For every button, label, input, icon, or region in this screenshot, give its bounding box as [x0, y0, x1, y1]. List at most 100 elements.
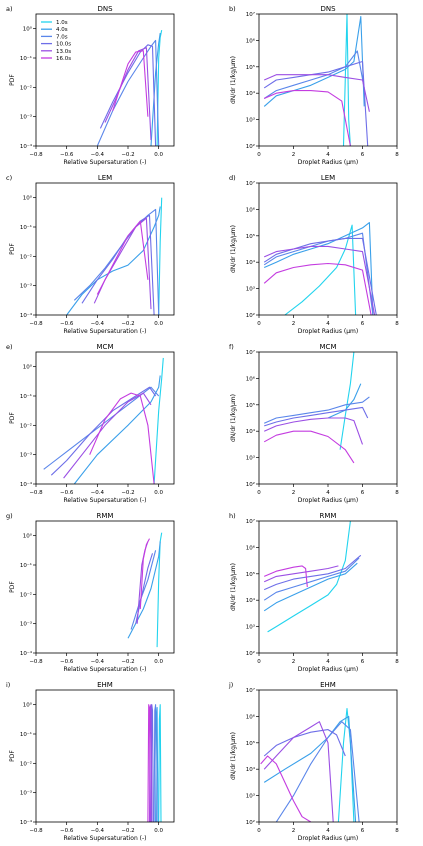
panel-i: −0.8 −0.6 −0.4 −0.2 0.0 10⁻⁴ 10⁻³ 10⁻² 10⁻¹ 10⁰ EH…	[6, 681, 175, 842]
y-tick-label: 10⁻¹	[20, 224, 32, 231]
y-tick-label: 10⁻³	[20, 452, 32, 459]
y-tick-label: 10³	[246, 624, 255, 631]
series-line-13.0s	[263, 245, 376, 315]
series-line-10.0s	[263, 554, 362, 591]
y-axis-label: PDF	[9, 750, 16, 762]
x-tick-label: 2	[292, 152, 296, 158]
x-axis-label: Droplet Radius (μm)	[298, 497, 358, 504]
series-line-10.0s	[263, 60, 369, 146]
series-group	[147, 704, 162, 822]
y-tick-label: 10⁻³	[20, 114, 32, 121]
series-line-7.0s	[43, 386, 160, 470]
legend-entry: 10.0s	[56, 42, 71, 48]
y-tick-label: 10⁻¹	[20, 55, 32, 62]
y-tick-label: 10⁻⁴	[20, 312, 33, 319]
axes-frame	[35, 689, 175, 823]
series-line-7.0s	[263, 232, 374, 315]
y-tick-label: 10⁷	[246, 180, 255, 187]
x-tick-label: 0	[257, 321, 261, 327]
x-tick-label: 0.0	[154, 152, 163, 158]
series-line-1.0s	[153, 357, 164, 484]
series-line-13.0s	[104, 47, 152, 141]
y-tick-label: 10⁶	[246, 713, 256, 720]
x-axis-label: Droplet Radius (μm)	[298, 328, 358, 335]
y-tick-label: 10²	[246, 143, 255, 150]
panel-title: EHM	[320, 681, 336, 689]
y-tick-label: 10²	[246, 481, 255, 488]
y-tick-label: 10⁷	[246, 687, 255, 694]
y-tick-label: 10⁴	[246, 90, 256, 97]
y-tick-label: 10⁵	[246, 402, 255, 409]
y-tick-label: 10²	[246, 819, 255, 826]
legend-entry: 1.0s	[56, 20, 68, 26]
legend-entry: 13.0s	[56, 49, 71, 55]
y-tick-label: 10⁻⁴	[20, 143, 33, 150]
y-tick-label: 10⁶	[246, 375, 256, 382]
y-tick-label: 10⁰	[23, 702, 33, 709]
x-tick-label: −0.4	[91, 152, 105, 158]
x-tick-label: 0.0	[154, 321, 163, 327]
panel-tag: g)	[6, 512, 13, 520]
panel-tag: d)	[229, 174, 236, 182]
series-line-16.0s	[263, 430, 355, 464]
y-tick-label: 10⁴	[246, 597, 256, 604]
panel-title: RMM	[97, 512, 114, 520]
y-tick-label: 10⁴	[246, 766, 256, 773]
y-axis-label: dN/dr (1/kg/μm)	[230, 225, 237, 273]
series-line-13.0s	[93, 217, 152, 310]
series-line-16.0s	[112, 50, 149, 117]
series-line-1.0s	[339, 352, 355, 450]
series-line-4.0s	[263, 16, 365, 107]
panel-h: 0 2 4 6 8 10² 10³ 10⁴ 10⁵ 10⁶ 10⁷ RMM h) Droplet Radi…	[229, 512, 399, 673]
y-axis-label: PDF	[9, 412, 16, 424]
y-axis-label: dN/dr (1/kg/μm)	[230, 732, 237, 780]
y-tick-label: 10⁷	[246, 11, 255, 18]
panel-title: LEM	[98, 174, 112, 182]
panel-title: RMM	[320, 512, 337, 520]
x-tick-label: −0.6	[60, 490, 74, 496]
x-tick-label: 4	[326, 152, 330, 158]
legend-entry: 4.0s	[56, 27, 68, 33]
series-line-16.0s	[96, 220, 149, 295]
series-line-7.0s	[263, 396, 370, 424]
series-line-13.0s	[263, 721, 334, 822]
x-axis-label: Droplet Radius (μm)	[298, 835, 358, 842]
y-tick-label: 10³	[246, 117, 255, 124]
x-tick-label: 6	[361, 152, 365, 158]
series-line-13.0s	[263, 417, 364, 445]
x-tick-label: −0.2	[121, 321, 134, 327]
x-tick-label: 4	[326, 490, 330, 496]
x-tick-label: 0.0	[154, 659, 163, 665]
x-tick-label: 6	[361, 828, 365, 834]
series-line-16.0s	[260, 755, 312, 822]
series-group	[263, 14, 370, 146]
x-tick-label: 6	[361, 490, 365, 496]
panel-e: −0.8 −0.6 −0.4 −0.2 0.0 10⁻⁴ 10⁻³ 10⁻² 10⁻¹ 10⁰ MC…	[6, 343, 175, 504]
y-tick-label: 10⁻⁴	[20, 819, 33, 826]
y-tick-label: 10⁻²	[20, 84, 32, 91]
series-group	[263, 352, 370, 464]
x-tick-label: 6	[361, 659, 365, 665]
y-tick-label: 10⁴	[246, 259, 256, 266]
x-tick-label: −0.8	[29, 828, 43, 834]
x-tick-label: −0.8	[29, 490, 43, 496]
panel-title: DNS	[320, 5, 336, 13]
x-tick-label: 2	[292, 828, 296, 834]
series-line-4.0s	[263, 222, 374, 315]
series-line-16.0s	[263, 565, 308, 588]
x-axis-label: Relative Supersaturation (-)	[63, 497, 146, 504]
legend-entry: 16.0s	[56, 56, 71, 62]
panel-tag: h)	[229, 512, 236, 520]
series-line-7.0s	[263, 50, 365, 99]
y-tick-label: 10⁷	[246, 349, 255, 356]
x-axis-label: Relative Supersaturation (-)	[63, 159, 146, 166]
y-axis-label: PDF	[9, 74, 16, 86]
x-tick-label: 4	[326, 659, 330, 665]
series-group	[127, 532, 163, 648]
y-tick-label: 10⁻²	[20, 591, 32, 598]
y-tick-label: 10⁰	[23, 26, 33, 33]
axes-frame	[35, 182, 175, 316]
series-line-16.0s	[263, 262, 372, 315]
y-tick-label: 10⁻³	[20, 621, 32, 628]
